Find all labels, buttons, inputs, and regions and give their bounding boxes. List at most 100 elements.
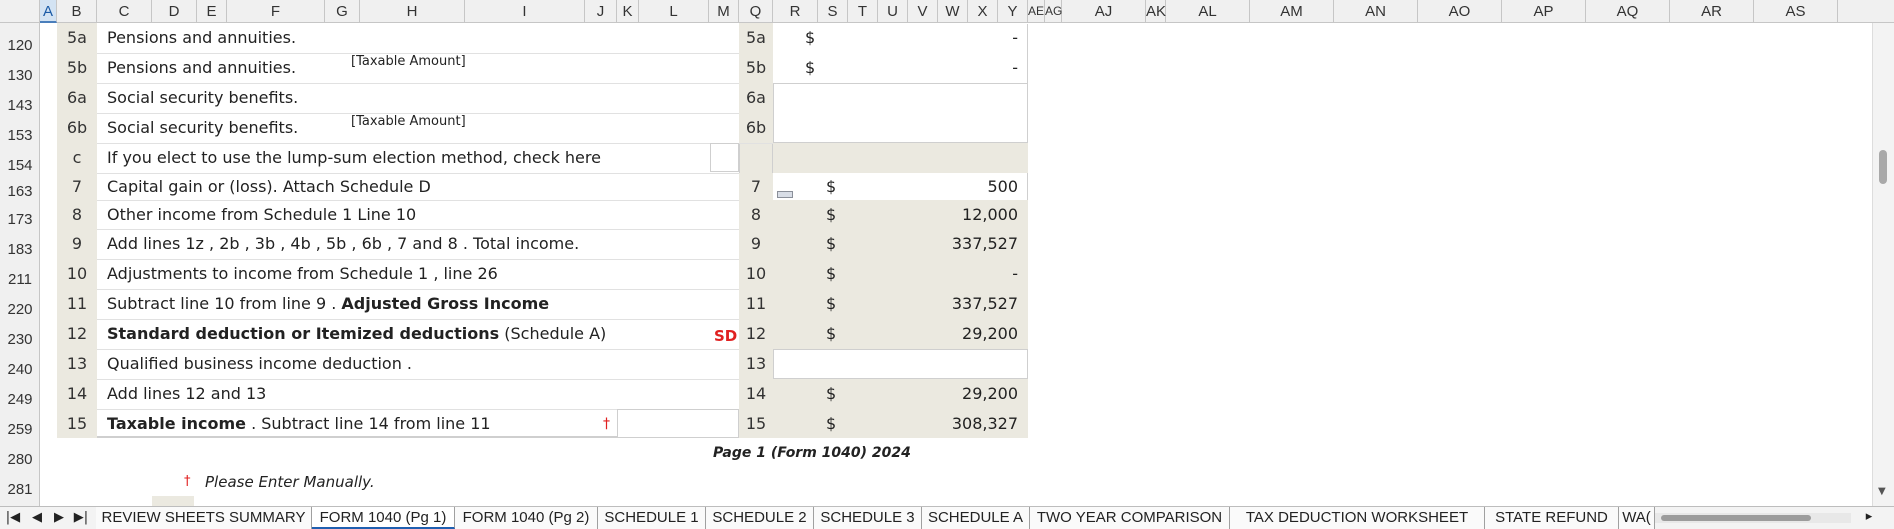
- row-header[interactable]: 230: [7, 331, 33, 348]
- col-header-B[interactable]: B: [57, 0, 97, 23]
- row-header[interactable]: 120: [7, 37, 33, 54]
- horizontal-scroll-thumb[interactable]: [1661, 515, 1811, 521]
- col-header-C[interactable]: C: [97, 0, 152, 23]
- tab-form-1040-pg1[interactable]: FORM 1040 (Pg 1): [312, 507, 455, 529]
- row-header[interactable]: 143: [7, 97, 33, 114]
- col-header-A[interactable]: A: [40, 0, 57, 23]
- scroll-right-icon[interactable]: ▸: [1865, 509, 1873, 524]
- tab-schedule-3[interactable]: SCHEDULE 3: [814, 507, 922, 529]
- col-header-AN[interactable]: AN: [1334, 0, 1418, 23]
- line-number: 9: [57, 229, 97, 259]
- col-header-E[interactable]: E: [197, 0, 227, 23]
- line-ref: 15: [739, 409, 773, 438]
- scroll-down-icon[interactable]: ▼: [1878, 486, 1886, 497]
- line-ref: 5b: [739, 53, 773, 83]
- row-header[interactable]: 173: [7, 211, 33, 228]
- col-header-W[interactable]: W: [938, 0, 968, 23]
- col-header-K[interactable]: K: [617, 0, 639, 23]
- col-header-G[interactable]: G: [325, 0, 360, 23]
- row-header[interactable]: 153: [7, 127, 33, 144]
- col-header-X[interactable]: X: [968, 0, 998, 23]
- row-header[interactable]: 280: [7, 451, 33, 468]
- tab-state-refund[interactable]: STATE REFUND: [1485, 507, 1619, 529]
- col-header-J[interactable]: J: [585, 0, 617, 23]
- col-header-AP[interactable]: AP: [1502, 0, 1586, 23]
- line-label: Standard deduction or Itemized deduction…: [107, 324, 607, 343]
- prev-sheet-icon[interactable]: ◀: [32, 510, 42, 525]
- row-header[interactable]: 240: [7, 361, 33, 378]
- col-header-AK[interactable]: AK: [1146, 0, 1166, 23]
- line-ref: 11: [739, 289, 773, 319]
- lump-sum-checkbox[interactable]: [710, 143, 739, 172]
- line-value[interactable]: 337,527: [951, 294, 1018, 313]
- vertical-scrollbar[interactable]: ▼: [1872, 23, 1894, 506]
- line-value[interactable]: 29,200: [962, 324, 1018, 343]
- small-button[interactable]: [777, 191, 793, 198]
- select-all-corner[interactable]: [0, 0, 40, 23]
- tab-review-sheets-summary[interactable]: REVIEW SHEETS SUMMARY: [96, 507, 312, 529]
- col-header-I[interactable]: I: [465, 0, 585, 23]
- row-header[interactable]: 163: [7, 183, 33, 200]
- row-header[interactable]: 249: [7, 391, 33, 408]
- line-label: Qualified business income deduction .: [107, 354, 413, 373]
- col-header-Y[interactable]: Y: [998, 0, 1028, 23]
- col-header-F[interactable]: F: [227, 0, 325, 23]
- col-header-T[interactable]: T: [848, 0, 878, 23]
- col-header-AJ[interactable]: AJ: [1062, 0, 1146, 23]
- dollar-sign: $: [826, 324, 837, 343]
- row-header[interactable]: 259: [7, 421, 33, 438]
- line-value[interactable]: 308,327: [951, 414, 1018, 433]
- tab-schedule-a[interactable]: SCHEDULE A: [922, 507, 1030, 529]
- tab-schedule-2[interactable]: SCHEDULE 2: [706, 507, 814, 529]
- line-value[interactable]: 29,200: [962, 384, 1018, 403]
- next-sheet-icon[interactable]: ▶: [54, 510, 64, 525]
- col-header-H[interactable]: H: [360, 0, 465, 23]
- row-header[interactable]: 220: [7, 301, 33, 318]
- tab-tax-deduction-worksheet[interactable]: TAX DEDUCTION WORKSHEET: [1230, 507, 1485, 529]
- line-label: Other income from Schedule 1 Line 10: [107, 205, 417, 224]
- row-header-bar: 120 130 143 153 154 163 173 183 211 220 …: [0, 23, 40, 506]
- row-header[interactable]: 154: [7, 157, 33, 174]
- col-header-Q[interactable]: Q: [739, 0, 773, 23]
- col-header-AR[interactable]: AR: [1670, 0, 1754, 23]
- tab-two-year-comparison[interactable]: TWO YEAR COMPARISON: [1030, 507, 1230, 529]
- dollar-sign: $: [826, 234, 837, 253]
- line-value[interactable]: -: [1012, 28, 1018, 47]
- line-value[interactable]: -: [1012, 264, 1018, 283]
- tab-form-1040-pg2[interactable]: FORM 1040 (Pg 2): [455, 507, 598, 529]
- row-header[interactable]: 130: [7, 67, 33, 84]
- row-header[interactable]: 281: [7, 481, 33, 498]
- line-value[interactable]: 337,527: [951, 234, 1018, 253]
- tab-truncated[interactable]: WA(: [1619, 507, 1655, 529]
- first-sheet-icon[interactable]: |◀: [5, 510, 21, 525]
- last-sheet-icon[interactable]: ▶|: [73, 510, 89, 525]
- line-value[interactable]: -: [1012, 58, 1018, 77]
- row-header[interactable]: 211: [8, 271, 32, 288]
- line-label: Add lines 1z , 2b , 3b , 4b , 5b , 6b , …: [107, 234, 580, 253]
- col-header-AG[interactable]: AG: [1045, 0, 1062, 23]
- manual-entry-cell[interactable]: [617, 409, 739, 438]
- line-value[interactable]: 500: [987, 177, 1018, 196]
- col-header-L[interactable]: L: [639, 0, 709, 23]
- vertical-scroll-thumb[interactable]: [1879, 150, 1887, 184]
- col-header-AO[interactable]: AO: [1418, 0, 1502, 23]
- line-ref: 7: [739, 173, 773, 200]
- col-header-S[interactable]: S: [818, 0, 848, 23]
- row-header[interactable]: 183: [7, 241, 33, 258]
- col-header-D[interactable]: D: [152, 0, 197, 23]
- line-value[interactable]: 12,000: [962, 205, 1018, 224]
- col-header-AL[interactable]: AL: [1166, 0, 1250, 23]
- col-header-U[interactable]: U: [878, 0, 908, 23]
- tab-schedule-1[interactable]: SCHEDULE 1: [598, 507, 706, 529]
- col-header-AM[interactable]: AM: [1250, 0, 1334, 23]
- col-header-R[interactable]: R: [773, 0, 818, 23]
- horizontal-scrollbar[interactable]: [1655, 513, 1851, 523]
- col-header-AE[interactable]: AE: [1028, 0, 1045, 23]
- col-header-M[interactable]: M: [709, 0, 739, 23]
- col-header-AQ[interactable]: AQ: [1586, 0, 1670, 23]
- col-header-V[interactable]: V: [908, 0, 938, 23]
- line-number: 7: [57, 173, 97, 200]
- line-ref: 13: [739, 349, 773, 379]
- value-cells-8-12: [773, 200, 1028, 349]
- col-header-AS[interactable]: AS: [1754, 0, 1838, 23]
